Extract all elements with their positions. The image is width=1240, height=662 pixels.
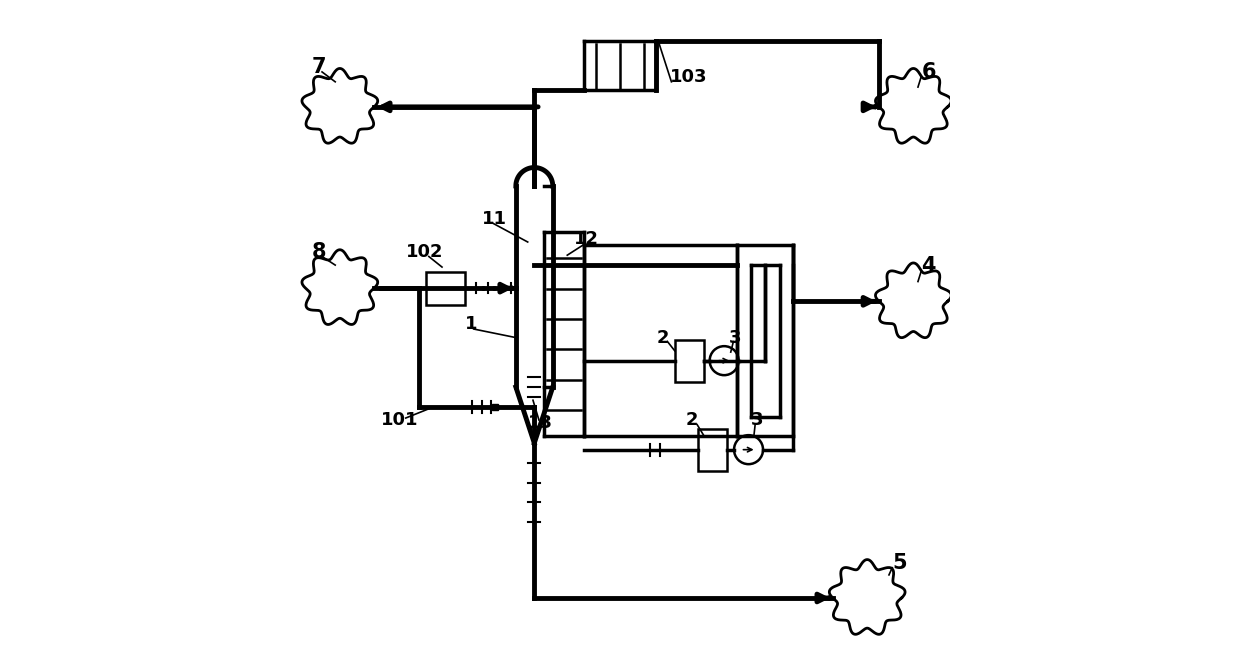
Text: 6: 6 bbox=[921, 62, 936, 82]
Text: 1: 1 bbox=[465, 315, 477, 334]
Bar bbox=[425, 271, 465, 305]
Text: 8: 8 bbox=[311, 242, 326, 262]
Text: 2: 2 bbox=[656, 328, 668, 347]
Text: 13: 13 bbox=[528, 414, 553, 432]
Text: 12: 12 bbox=[574, 230, 599, 248]
Text: 7: 7 bbox=[311, 58, 326, 77]
Text: 11: 11 bbox=[481, 210, 507, 228]
Bar bbox=[675, 340, 704, 382]
Text: 2: 2 bbox=[686, 411, 698, 429]
Text: 102: 102 bbox=[405, 243, 443, 261]
Text: 103: 103 bbox=[670, 68, 707, 86]
Text: 101: 101 bbox=[382, 411, 419, 429]
Text: 5: 5 bbox=[893, 553, 906, 573]
Text: 4: 4 bbox=[921, 256, 936, 277]
Bar bbox=[698, 428, 727, 471]
Text: 3: 3 bbox=[750, 411, 763, 429]
Text: 3: 3 bbox=[729, 328, 742, 347]
